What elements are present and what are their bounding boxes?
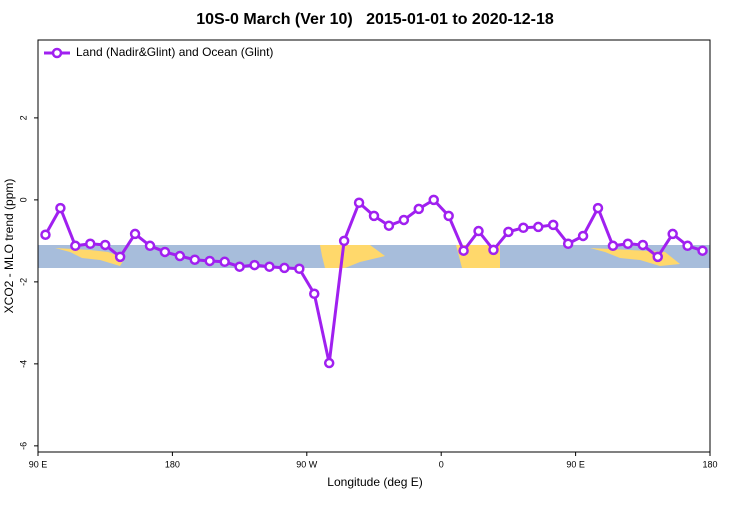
point <box>682 240 693 252</box>
y-tick-label: -4 <box>18 360 28 368</box>
point <box>518 222 529 234</box>
point <box>592 202 604 214</box>
point <box>607 240 619 252</box>
point <box>219 256 230 268</box>
point <box>234 261 245 272</box>
point <box>99 239 111 251</box>
point <box>279 262 290 274</box>
point <box>40 229 51 240</box>
point <box>309 288 320 300</box>
point <box>577 230 589 242</box>
point <box>473 225 484 237</box>
point <box>264 261 275 272</box>
point <box>652 251 663 263</box>
point <box>667 228 678 240</box>
point <box>159 246 171 258</box>
x-tick-label: 180 <box>702 459 717 469</box>
point <box>503 226 514 238</box>
point <box>637 239 649 251</box>
x-tick-label: 90 E <box>566 459 585 469</box>
point <box>413 203 425 215</box>
point <box>174 250 186 262</box>
point <box>622 238 634 249</box>
legend-marker <box>51 47 63 59</box>
series-line <box>44 197 704 364</box>
plot-frame <box>37 39 711 453</box>
point <box>533 221 544 233</box>
y-tick-label: 0 <box>18 197 28 202</box>
point <box>85 238 96 249</box>
point <box>338 235 350 247</box>
point <box>383 220 395 231</box>
point <box>249 259 260 271</box>
y-axis-label: XCO2 - MLO trend (ppm) <box>2 179 16 314</box>
legend-label: Land (Nadir&Glint) and Ocean (Glint) <box>76 45 273 59</box>
point <box>323 357 335 369</box>
point <box>129 228 141 240</box>
y-tick-label: -2 <box>18 278 28 286</box>
y-tick-label: 2 <box>18 115 28 120</box>
x-axis-label: Longitude (deg E) <box>327 475 422 489</box>
point <box>144 240 156 252</box>
x-tick-label: 0 <box>439 459 444 469</box>
point <box>189 254 201 265</box>
point <box>562 238 574 249</box>
y-tick-label: -6 <box>18 442 28 450</box>
chart-title: 10S-0 March (Ver 10) 2015-01-01 to 2020-… <box>196 11 554 28</box>
point <box>353 197 365 209</box>
point <box>70 240 81 252</box>
point <box>398 214 410 226</box>
x-tick-label: 90 W <box>296 459 318 469</box>
point <box>458 245 469 256</box>
point <box>204 255 215 267</box>
x-tick-label: 90 E <box>29 459 48 469</box>
point <box>368 210 380 222</box>
point <box>114 251 126 263</box>
point <box>443 210 454 222</box>
x-tick-label: 180 <box>165 459 180 469</box>
point <box>294 263 305 275</box>
point <box>488 244 499 256</box>
point <box>697 245 708 256</box>
point <box>547 219 559 231</box>
point <box>55 202 66 214</box>
point <box>428 194 439 206</box>
